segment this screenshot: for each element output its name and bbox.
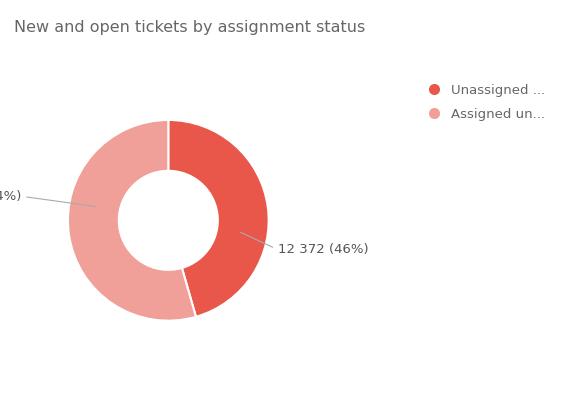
- Text: 14 784 (54%): 14 784 (54%): [0, 190, 96, 206]
- Wedge shape: [168, 120, 269, 317]
- Wedge shape: [68, 120, 196, 321]
- Legend: Unassigned ..., Assigned un...: Unassigned ..., Assigned un...: [423, 80, 549, 125]
- Text: New and open tickets by assignment status: New and open tickets by assignment statu…: [14, 20, 365, 35]
- Text: 12 372 (46%): 12 372 (46%): [241, 232, 369, 256]
